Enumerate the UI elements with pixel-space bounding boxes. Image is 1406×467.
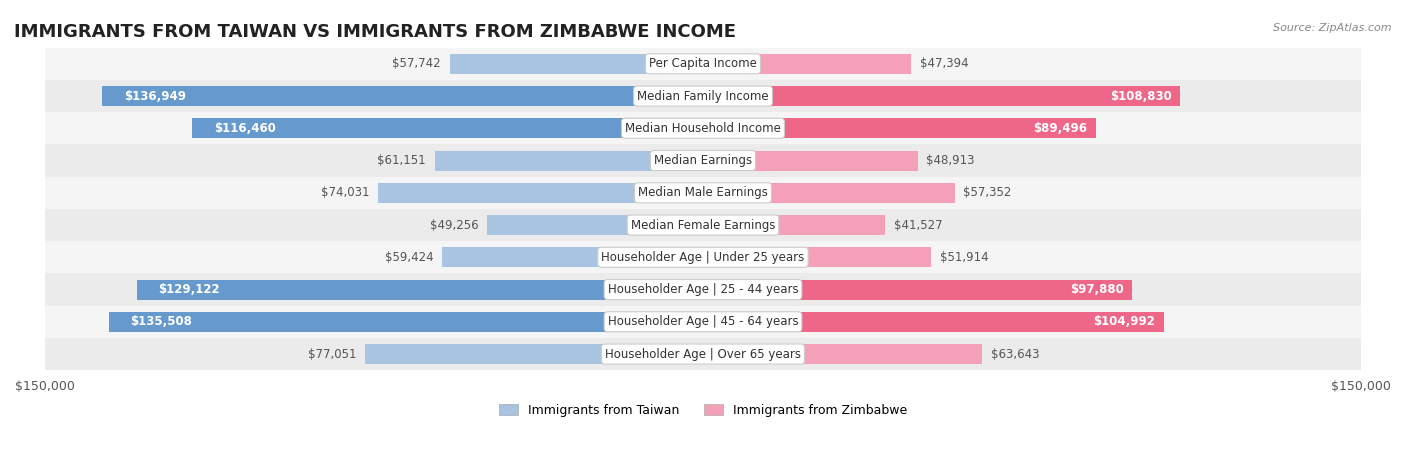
Text: $51,914: $51,914 (939, 251, 988, 264)
Bar (45, 274, 1361, 306)
Text: $63,643: $63,643 (991, 347, 1039, 361)
Text: Median Female Earnings: Median Female Earnings (631, 219, 775, 232)
Text: $136,949: $136,949 (124, 90, 186, 103)
Bar (703, 215, 886, 235)
Text: $135,508: $135,508 (131, 315, 193, 328)
Bar (703, 118, 1095, 138)
Text: $108,830: $108,830 (1109, 90, 1171, 103)
Bar (45, 241, 1361, 274)
Bar (108, 312, 703, 332)
Text: $116,460: $116,460 (214, 122, 276, 135)
Bar (450, 54, 703, 74)
Text: Source: ZipAtlas.com: Source: ZipAtlas.com (1274, 23, 1392, 33)
Text: $48,913: $48,913 (927, 154, 974, 167)
Bar (443, 248, 703, 267)
Text: $57,742: $57,742 (392, 57, 441, 71)
Text: Householder Age | Over 65 years: Householder Age | Over 65 years (605, 347, 801, 361)
Text: Median Male Earnings: Median Male Earnings (638, 186, 768, 199)
Text: Householder Age | 45 - 64 years: Householder Age | 45 - 64 years (607, 315, 799, 328)
Text: $57,352: $57,352 (963, 186, 1012, 199)
Bar (45, 144, 1361, 177)
Bar (703, 54, 911, 74)
Bar (103, 86, 703, 106)
Text: IMMIGRANTS FROM TAIWAN VS IMMIGRANTS FROM ZIMBABWE INCOME: IMMIGRANTS FROM TAIWAN VS IMMIGRANTS FRO… (14, 23, 737, 42)
Text: $97,880: $97,880 (1070, 283, 1123, 296)
Text: Median Household Income: Median Household Income (626, 122, 780, 135)
Text: Median Family Income: Median Family Income (637, 90, 769, 103)
Text: $49,256: $49,256 (429, 219, 478, 232)
Text: $47,394: $47,394 (920, 57, 969, 71)
Bar (703, 183, 955, 203)
Bar (703, 86, 1181, 106)
Text: $77,051: $77,051 (308, 347, 356, 361)
Bar (45, 112, 1361, 144)
Text: $59,424: $59,424 (385, 251, 433, 264)
Bar (378, 183, 703, 203)
Bar (45, 48, 1361, 80)
Text: $89,496: $89,496 (1033, 122, 1087, 135)
Text: Householder Age | Under 25 years: Householder Age | Under 25 years (602, 251, 804, 264)
Bar (45, 338, 1361, 370)
Legend: Immigrants from Taiwan, Immigrants from Zimbabwe: Immigrants from Taiwan, Immigrants from … (494, 399, 912, 422)
Text: Per Capita Income: Per Capita Income (650, 57, 756, 71)
Bar (193, 118, 703, 138)
Bar (703, 344, 983, 364)
Bar (136, 280, 703, 299)
Bar (45, 177, 1361, 209)
Bar (45, 306, 1361, 338)
Bar (434, 150, 703, 170)
Text: Householder Age | 25 - 44 years: Householder Age | 25 - 44 years (607, 283, 799, 296)
Text: $74,031: $74,031 (321, 186, 370, 199)
Bar (703, 280, 1132, 299)
Text: $61,151: $61,151 (377, 154, 426, 167)
Text: $41,527: $41,527 (894, 219, 942, 232)
Bar (45, 80, 1361, 112)
Bar (703, 248, 931, 267)
Bar (703, 312, 1164, 332)
Text: Median Earnings: Median Earnings (654, 154, 752, 167)
Bar (486, 215, 703, 235)
Text: $104,992: $104,992 (1092, 315, 1154, 328)
Bar (366, 344, 703, 364)
Bar (45, 209, 1361, 241)
Bar (703, 150, 918, 170)
Text: $129,122: $129,122 (159, 283, 221, 296)
